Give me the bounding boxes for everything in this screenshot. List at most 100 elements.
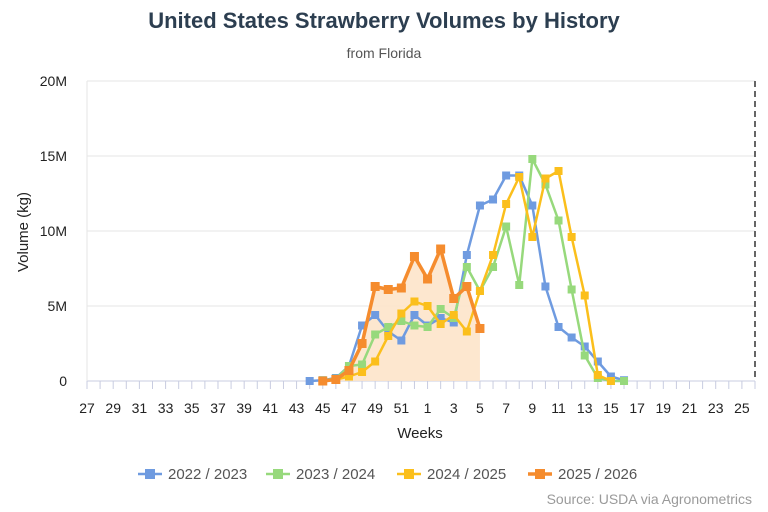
data-point [384, 332, 393, 340]
data-point [370, 282, 380, 291]
data-point [436, 244, 446, 254]
x-tick-label: 15 [603, 400, 619, 416]
series-2024-2025 [318, 167, 615, 385]
x-tick-label: 9 [528, 400, 536, 416]
data-point [436, 320, 445, 328]
data-point [436, 314, 445, 322]
data-point [397, 309, 406, 318]
data-point [384, 323, 393, 331]
data-point [515, 173, 524, 181]
data-point [620, 377, 629, 385]
data-point [475, 324, 485, 333]
data-point [593, 371, 602, 379]
y-axis-label: Volume (kg) [15, 192, 32, 272]
legend-label: 2022 / 2023 [168, 466, 247, 483]
data-point [396, 283, 406, 293]
y-tick-label: 0 [59, 373, 67, 389]
x-tick-label: 5 [476, 400, 484, 416]
data-point [541, 282, 550, 291]
data-point [358, 321, 367, 330]
x-tick-label: 31 [132, 400, 148, 416]
data-point [449, 318, 458, 327]
data-point [528, 155, 537, 163]
data-point [554, 216, 563, 225]
data-point [462, 251, 471, 259]
data-point [606, 377, 615, 385]
data-point [567, 333, 576, 342]
x-tick-label: 43 [289, 400, 305, 416]
legend-label: 2025 / 2026 [558, 466, 637, 483]
credit: Source: USDA via Agronometrics [547, 491, 752, 507]
data-point [449, 311, 458, 319]
data-point [528, 233, 537, 241]
data-point [436, 305, 445, 313]
x-tick-label: 11 [551, 400, 566, 416]
legend-item[interactable]: 2022 / 2023 [138, 466, 247, 483]
data-point [462, 327, 471, 336]
y-axis-ticks: 0 5M 10M 15M 20M [40, 73, 67, 389]
chart-title: United States Strawberry Volumes by Hist… [148, 8, 620, 33]
data-point [383, 285, 393, 294]
data-point [541, 180, 550, 189]
data-point [423, 323, 432, 331]
x-tick-label: 37 [210, 400, 226, 416]
x-tick-label: 21 [682, 400, 698, 416]
x-tick-label: 19 [656, 400, 672, 416]
x-tick-label: 7 [502, 400, 510, 416]
chart-subtitle: from Florida [347, 45, 422, 61]
data-point [502, 171, 511, 180]
x-tick-label: 51 [394, 400, 410, 416]
data-point [410, 321, 419, 330]
data-point [318, 376, 328, 386]
x-tick-label: 45 [315, 400, 331, 416]
legend-marker [404, 469, 414, 479]
data-point [397, 317, 406, 325]
data-point [462, 263, 471, 271]
data-point [580, 351, 589, 360]
data-point [554, 323, 563, 331]
data-point [410, 297, 419, 306]
legend-marker [535, 469, 545, 479]
y-tick-label: 5M [48, 298, 67, 314]
data-point [358, 368, 367, 376]
data-point [489, 263, 498, 271]
data-point [305, 377, 314, 385]
data-point [357, 339, 367, 348]
y-tick-label: 15M [40, 148, 67, 164]
legend-item[interactable]: 2023 / 2024 [266, 466, 375, 483]
data-point [344, 366, 354, 375]
y-tick-label: 20M [40, 73, 67, 89]
data-point [528, 201, 537, 210]
x-tick-label: 13 [577, 400, 593, 416]
data-point [580, 342, 589, 351]
x-axis-label: Weeks [397, 425, 443, 442]
data-point [580, 291, 589, 300]
x-tick-label: 3 [450, 400, 458, 416]
data-point [567, 285, 576, 294]
data-point [409, 252, 419, 261]
series-line [322, 157, 625, 383]
data-point [593, 357, 602, 366]
data-point [423, 302, 432, 310]
data-point [384, 327, 393, 336]
data-point [489, 251, 498, 259]
data-point [502, 222, 511, 231]
x-tick-label: 39 [236, 400, 252, 416]
legend-marker [273, 469, 283, 479]
data-point [489, 195, 498, 204]
data-point [423, 274, 433, 284]
data-point [554, 167, 563, 175]
data-point [606, 372, 615, 381]
data-point [475, 287, 484, 295]
data-point [358, 360, 367, 369]
legend-item[interactable]: 2025 / 2026 [528, 466, 637, 483]
x-tick-label: 33 [158, 400, 174, 416]
legend: 2022 / 2023 2023 / 2024 2024 / 2025 2025 / … [138, 466, 637, 483]
y-tick-label: 10M [40, 223, 67, 239]
data-point [344, 372, 353, 381]
data-point [515, 281, 524, 289]
legend-item[interactable]: 2024 / 2025 [397, 466, 506, 483]
legend-label: 2024 / 2025 [427, 466, 506, 483]
data-point [371, 311, 380, 319]
x-tick-label: 29 [105, 400, 121, 416]
